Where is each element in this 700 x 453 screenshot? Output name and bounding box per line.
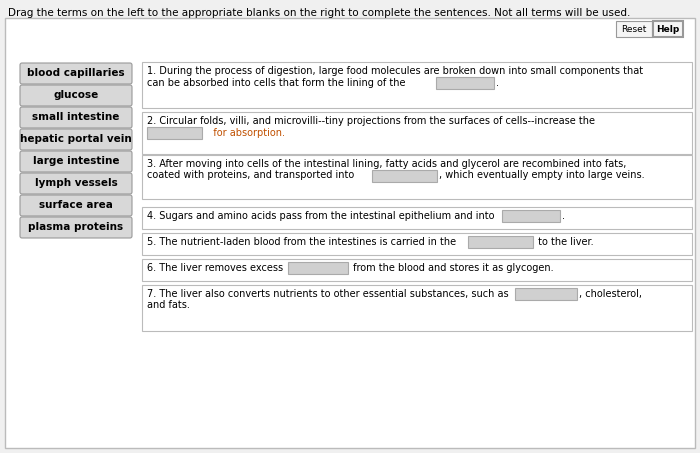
- Bar: [372, 169, 437, 182]
- FancyBboxPatch shape: [20, 195, 132, 216]
- Bar: [147, 126, 202, 139]
- Text: 3. After moving into cells of the intestinal lining, fatty acids and glycerol ar: 3. After moving into cells of the intest…: [147, 159, 626, 169]
- FancyBboxPatch shape: [142, 112, 692, 154]
- Text: to the liver.: to the liver.: [535, 237, 594, 247]
- FancyBboxPatch shape: [653, 21, 683, 37]
- Text: Help: Help: [657, 24, 680, 34]
- Bar: [502, 210, 560, 222]
- Bar: [436, 77, 494, 88]
- Text: glucose: glucose: [53, 91, 99, 101]
- Text: surface area: surface area: [39, 201, 113, 211]
- FancyBboxPatch shape: [142, 233, 692, 255]
- Text: Reset: Reset: [622, 24, 647, 34]
- Text: can be absorbed into cells that form the lining of the: can be absorbed into cells that form the…: [147, 77, 405, 87]
- FancyBboxPatch shape: [142, 207, 692, 229]
- Text: blood capillaries: blood capillaries: [27, 68, 125, 78]
- Text: plasma proteins: plasma proteins: [29, 222, 124, 232]
- FancyBboxPatch shape: [20, 129, 132, 150]
- Text: and fats.: and fats.: [147, 300, 190, 310]
- Text: .: .: [562, 211, 565, 221]
- Text: 2. Circular folds, villi, and microvilli--tiny projections from the surfaces of : 2. Circular folds, villi, and microvilli…: [147, 116, 595, 126]
- FancyBboxPatch shape: [616, 21, 652, 37]
- FancyBboxPatch shape: [20, 217, 132, 238]
- Text: 1. During the process of digestion, large food molecules are broken down into sm: 1. During the process of digestion, larg…: [147, 66, 643, 76]
- Bar: [515, 288, 577, 300]
- Text: large intestine: large intestine: [33, 156, 119, 167]
- Text: Drag the terms on the left to the appropriate blanks on the right to complete th: Drag the terms on the left to the approp…: [8, 8, 631, 18]
- FancyBboxPatch shape: [20, 173, 132, 194]
- Text: for absorption.: for absorption.: [204, 127, 285, 138]
- FancyBboxPatch shape: [142, 285, 692, 331]
- Text: , which eventually empty into large veins.: , which eventually empty into large vein…: [439, 170, 645, 180]
- Text: lymph vessels: lymph vessels: [34, 178, 118, 188]
- FancyBboxPatch shape: [20, 107, 132, 128]
- FancyBboxPatch shape: [20, 85, 132, 106]
- FancyBboxPatch shape: [20, 151, 132, 172]
- Bar: [288, 262, 348, 274]
- Text: 6. The liver removes excess: 6. The liver removes excess: [147, 263, 283, 273]
- Text: 5. The nutrient-laden blood from the intestines is carried in the: 5. The nutrient-laden blood from the int…: [147, 237, 456, 247]
- FancyBboxPatch shape: [142, 259, 692, 281]
- FancyBboxPatch shape: [5, 18, 695, 448]
- Text: 7. The liver also converts nutrients to other essential substances, such as: 7. The liver also converts nutrients to …: [147, 289, 509, 299]
- Text: 4. Sugars and amino acids pass from the intestinal epithelium and into: 4. Sugars and amino acids pass from the …: [147, 211, 494, 221]
- Text: from the blood and stores it as glycogen.: from the blood and stores it as glycogen…: [350, 263, 554, 273]
- Text: , cholesterol,: , cholesterol,: [579, 289, 642, 299]
- FancyBboxPatch shape: [142, 62, 692, 108]
- Text: hepatic portal vein: hepatic portal vein: [20, 135, 132, 145]
- FancyBboxPatch shape: [20, 63, 132, 84]
- Text: coated with proteins, and transported into: coated with proteins, and transported in…: [147, 170, 354, 180]
- Bar: [468, 236, 533, 248]
- FancyBboxPatch shape: [142, 155, 692, 199]
- Text: small intestine: small intestine: [32, 112, 120, 122]
- Text: .: .: [496, 77, 499, 87]
